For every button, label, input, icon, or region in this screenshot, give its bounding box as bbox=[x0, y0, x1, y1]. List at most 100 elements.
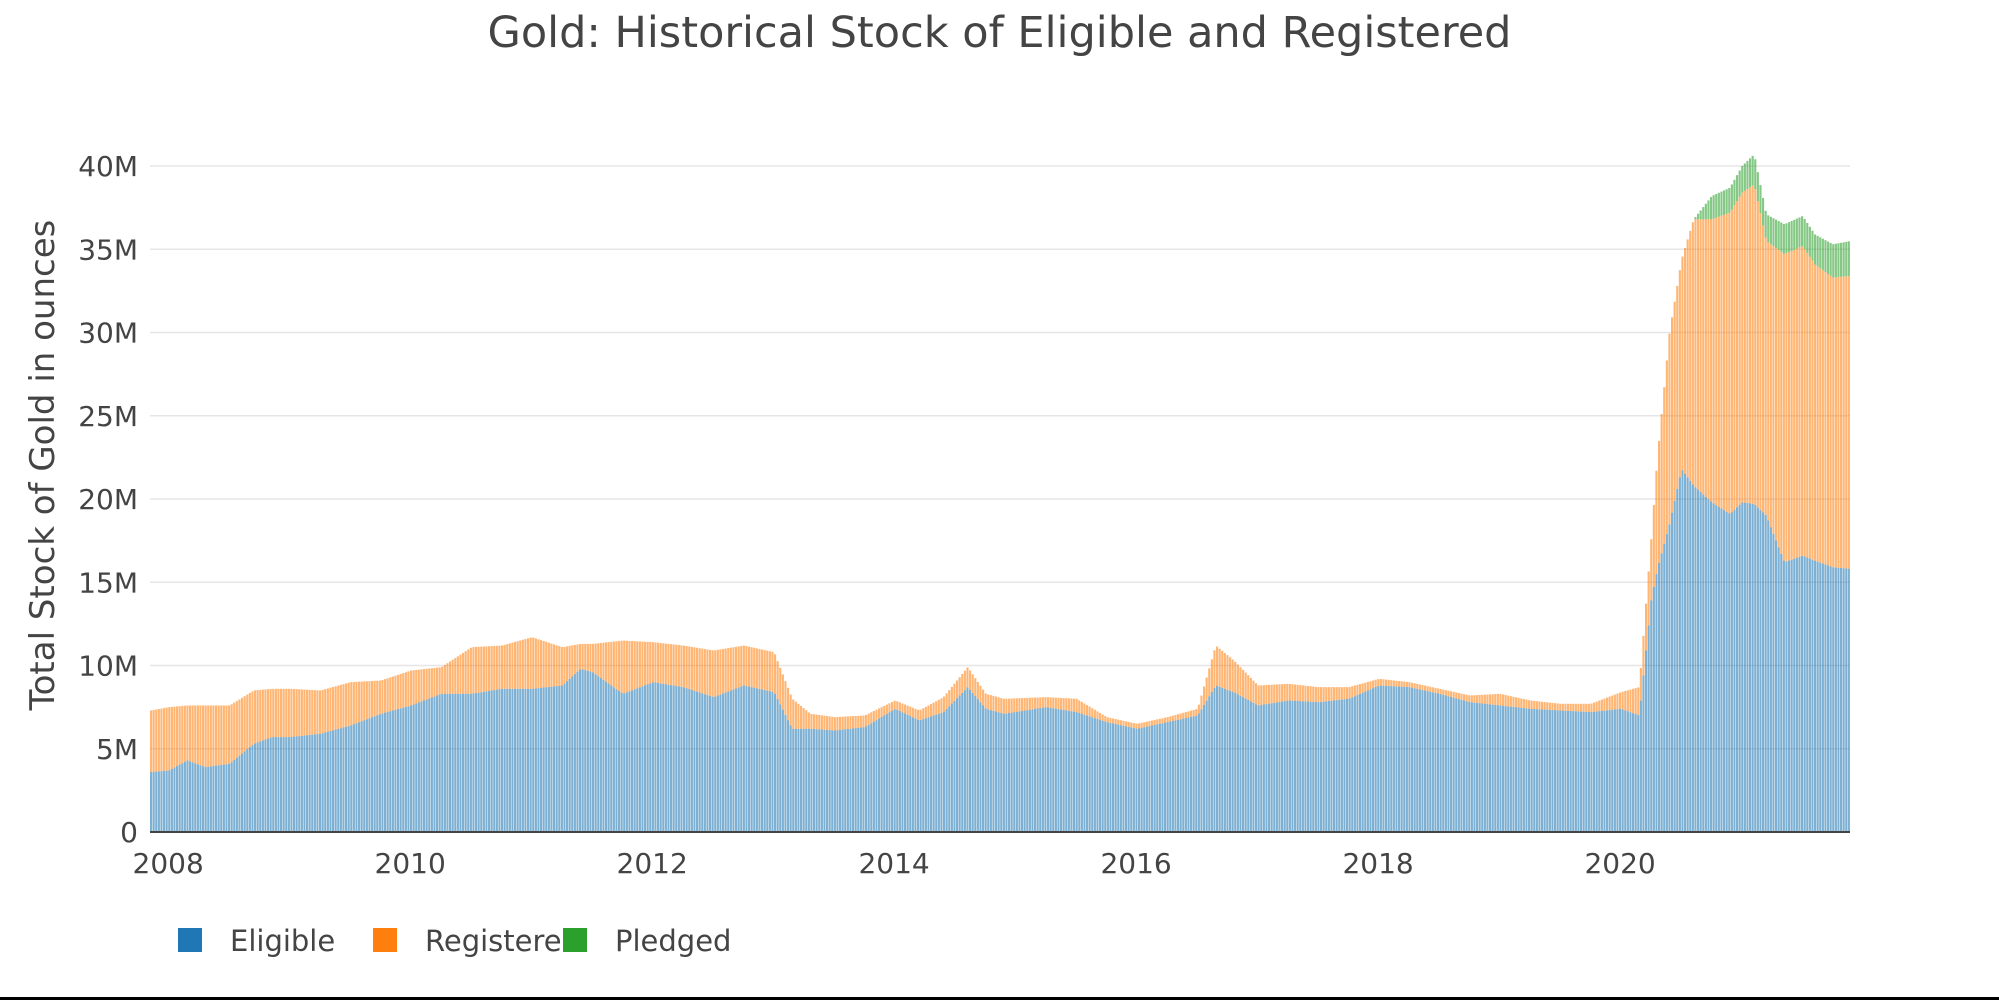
bar-eligible bbox=[724, 692, 727, 832]
bar-registered bbox=[787, 687, 790, 721]
legend-item-registered[interactable]: Registered bbox=[373, 924, 580, 958]
bar-registered bbox=[1470, 695, 1473, 703]
bar-eligible bbox=[1200, 709, 1203, 832]
bar-eligible bbox=[352, 724, 355, 832]
bar-registered bbox=[880, 707, 883, 717]
bar-registered bbox=[1114, 719, 1117, 725]
bar-eligible bbox=[1166, 722, 1169, 832]
legend-item-pledged[interactable]: Pledged bbox=[563, 924, 731, 958]
bar-eligible bbox=[963, 690, 966, 832]
bar-registered bbox=[636, 641, 639, 689]
bar-pledged bbox=[1772, 218, 1775, 247]
bar-eligible bbox=[1190, 716, 1193, 832]
bar-eligible bbox=[1707, 499, 1710, 832]
bar-eligible bbox=[472, 693, 475, 832]
bar-eligible bbox=[178, 764, 181, 832]
bar-registered bbox=[906, 705, 909, 715]
bar-eligible bbox=[1463, 700, 1466, 832]
bar-registered bbox=[1348, 686, 1351, 699]
bar-registered bbox=[742, 645, 745, 686]
bar-registered bbox=[290, 688, 293, 737]
bar-registered bbox=[1814, 264, 1817, 561]
bar-registered bbox=[410, 670, 413, 706]
bar-eligible bbox=[410, 705, 413, 832]
bar-eligible bbox=[1759, 509, 1762, 832]
bar-registered bbox=[417, 669, 420, 703]
bar-eligible bbox=[1021, 710, 1024, 832]
x-tick-label: 2008 bbox=[133, 847, 204, 880]
bar-registered bbox=[581, 643, 584, 670]
bar-eligible bbox=[1112, 723, 1115, 832]
bar-registered bbox=[303, 689, 306, 736]
bar-eligible bbox=[459, 693, 462, 832]
bar-eligible bbox=[1507, 706, 1510, 832]
bar-eligible bbox=[1845, 568, 1848, 832]
bar-registered bbox=[1452, 691, 1455, 698]
bar-eligible bbox=[1278, 701, 1281, 832]
bar-eligible bbox=[1611, 709, 1614, 832]
bar-registered bbox=[823, 715, 826, 730]
bar-eligible bbox=[1078, 712, 1081, 832]
bar-eligible bbox=[287, 737, 290, 832]
bar-eligible bbox=[1244, 698, 1247, 832]
bar-eligible bbox=[1226, 689, 1229, 832]
bar-eligible bbox=[1125, 726, 1128, 832]
bar-eligible bbox=[685, 688, 688, 832]
bar-registered bbox=[441, 666, 444, 694]
bar-eligible bbox=[1780, 553, 1783, 832]
bar-registered bbox=[511, 642, 514, 689]
bar-eligible bbox=[1429, 691, 1432, 832]
bar-eligible bbox=[280, 737, 283, 832]
bar-registered bbox=[1247, 675, 1250, 700]
bar-registered bbox=[1702, 219, 1705, 495]
bar-eligible bbox=[1564, 710, 1567, 832]
bar-eligible bbox=[1208, 696, 1211, 832]
bar-pledged bbox=[1717, 192, 1720, 217]
bar-registered bbox=[1837, 277, 1840, 568]
bar-eligible bbox=[1624, 710, 1627, 832]
bar-eligible bbox=[633, 689, 636, 832]
bar-eligible bbox=[371, 717, 374, 832]
bar-registered bbox=[969, 670, 972, 690]
bar-registered bbox=[1309, 686, 1312, 702]
bar-registered bbox=[1827, 274, 1830, 566]
bar-eligible bbox=[1231, 691, 1234, 832]
bar-registered bbox=[623, 640, 626, 694]
bar-eligible bbox=[870, 723, 873, 832]
bar-eligible bbox=[246, 749, 249, 832]
bar-eligible bbox=[740, 686, 743, 832]
bar-eligible bbox=[191, 762, 194, 832]
bar-registered bbox=[1333, 687, 1336, 701]
bar-eligible bbox=[576, 671, 579, 832]
bar-eligible bbox=[716, 695, 719, 832]
bar-registered bbox=[404, 672, 407, 707]
bar-eligible bbox=[1130, 727, 1133, 832]
bar-eligible bbox=[1762, 512, 1765, 832]
bar-registered bbox=[238, 699, 241, 756]
legend-item-eligible[interactable]: Eligible bbox=[178, 924, 335, 958]
bar-eligible bbox=[1530, 708, 1533, 832]
bar-eligible bbox=[1400, 686, 1403, 832]
bar-eligible bbox=[701, 693, 704, 832]
bar-registered bbox=[1728, 212, 1731, 514]
bar-registered bbox=[1678, 270, 1681, 478]
bar-eligible bbox=[763, 690, 766, 832]
bar-registered bbox=[1260, 685, 1263, 705]
bar-eligible bbox=[230, 762, 233, 832]
bar-registered bbox=[1444, 690, 1447, 696]
bar-eligible bbox=[917, 719, 920, 832]
bar-registered bbox=[1229, 657, 1232, 691]
bar-registered bbox=[607, 642, 610, 684]
bar-registered bbox=[1372, 680, 1375, 689]
bar-registered bbox=[1637, 687, 1640, 716]
bar-eligible bbox=[846, 728, 849, 832]
bar-eligible bbox=[1421, 690, 1424, 832]
bar-eligible bbox=[475, 693, 478, 832]
bar-registered bbox=[1039, 697, 1042, 709]
bar-registered bbox=[883, 705, 886, 716]
bar-registered bbox=[794, 701, 797, 729]
bar-eligible bbox=[194, 763, 197, 832]
bar-eligible bbox=[1613, 709, 1616, 832]
bar-eligible bbox=[579, 669, 582, 832]
